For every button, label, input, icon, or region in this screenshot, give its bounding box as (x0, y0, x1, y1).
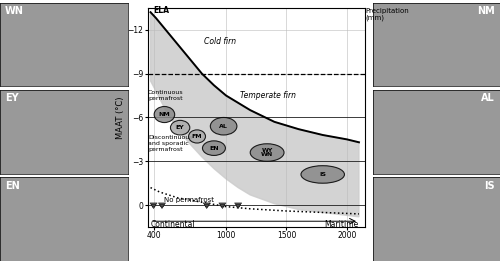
Text: FM: FM (192, 134, 202, 139)
Text: EY: EY (5, 93, 18, 103)
Text: EN: EN (209, 146, 219, 151)
Polygon shape (150, 12, 359, 217)
Polygon shape (221, 206, 224, 209)
Ellipse shape (250, 144, 284, 161)
Polygon shape (236, 206, 240, 209)
Text: WN: WN (5, 6, 24, 16)
Polygon shape (204, 205, 210, 208)
Text: IS: IS (484, 181, 495, 191)
Text: WY
WN: WY WN (261, 148, 273, 157)
Polygon shape (158, 203, 166, 207)
Text: NM: NM (477, 6, 495, 16)
Polygon shape (236, 205, 241, 208)
Text: Maritime: Maritime (324, 220, 359, 229)
Text: Precipitation
(mm): Precipitation (mm) (366, 8, 410, 21)
Text: Continental: Continental (150, 220, 195, 229)
Polygon shape (160, 205, 164, 208)
Text: NM: NM (158, 112, 170, 117)
Text: Discontinuous
and sporadic
permafrost: Discontinuous and sporadic permafrost (148, 135, 192, 152)
Y-axis label: MAAT (°C): MAAT (°C) (116, 96, 124, 139)
Polygon shape (205, 206, 208, 209)
Text: AL: AL (481, 93, 495, 103)
Ellipse shape (202, 141, 226, 156)
Polygon shape (219, 203, 226, 207)
Text: Temperate firn: Temperate firn (240, 91, 296, 100)
Polygon shape (152, 206, 155, 209)
Polygon shape (203, 203, 210, 207)
Polygon shape (220, 205, 225, 208)
Text: AL: AL (219, 124, 228, 129)
Text: ELA: ELA (154, 6, 170, 15)
Ellipse shape (170, 120, 190, 135)
Ellipse shape (301, 166, 344, 183)
Text: IS: IS (319, 172, 326, 177)
Ellipse shape (154, 106, 174, 123)
Polygon shape (150, 203, 157, 207)
Polygon shape (151, 205, 156, 208)
Ellipse shape (188, 130, 206, 143)
Polygon shape (234, 203, 242, 207)
Text: EN: EN (5, 181, 20, 191)
Text: No permafrost: No permafrost (164, 197, 214, 203)
Text: Continuous
permafrost: Continuous permafrost (148, 90, 184, 101)
Ellipse shape (210, 117, 237, 135)
Text: Cold firn: Cold firn (204, 37, 236, 46)
Text: EY: EY (176, 125, 184, 130)
Polygon shape (160, 206, 164, 209)
